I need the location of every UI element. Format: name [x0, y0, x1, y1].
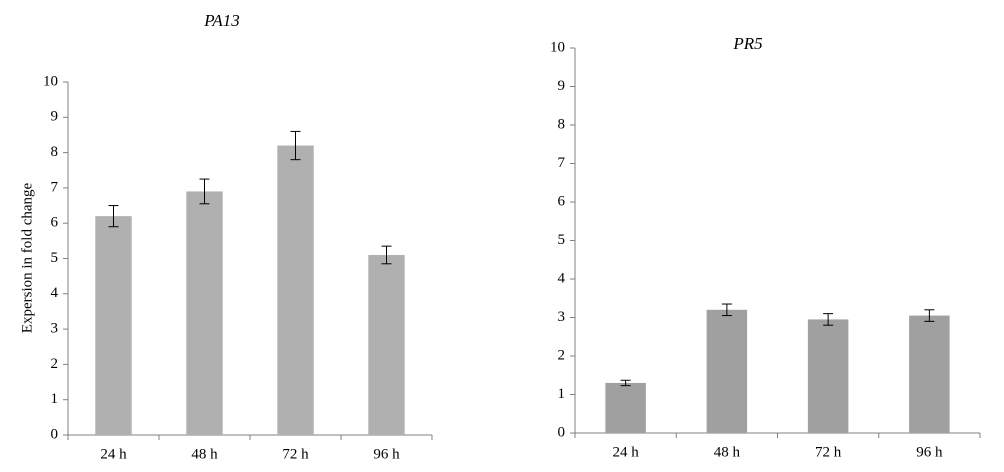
x-tick-label: 96 h: [373, 446, 400, 462]
error-bar: [199, 178, 210, 205]
bar: [186, 191, 223, 435]
error-bar: [721, 303, 732, 317]
x-tick-label: 48 h: [714, 444, 741, 460]
x-tick-label: 72 h: [815, 444, 842, 460]
y-axis-label: Expersion in fold change: [19, 182, 35, 333]
y-tick-label: 0: [51, 426, 59, 442]
y-tick-label: 10: [550, 39, 565, 55]
error-bar: [290, 130, 301, 161]
y-tick-label: 5: [558, 232, 566, 248]
y-tick-label: 6: [558, 193, 566, 209]
bar: [368, 254, 405, 435]
x-tick-label: 96 h: [916, 444, 943, 460]
y-tick-label: 7: [558, 155, 566, 171]
bar: [605, 382, 646, 433]
y-tick-label: 8: [558, 116, 566, 132]
y-tick-label: 2: [558, 347, 566, 363]
y-tick-label: 5: [51, 250, 59, 266]
error-bar: [924, 309, 935, 322]
error-bar: [620, 379, 631, 387]
x-tick-label: 48 h: [191, 446, 218, 462]
y-tick-label: 9: [51, 109, 59, 125]
x-tick-label: 72 h: [282, 446, 309, 462]
y-tick-label: 3: [558, 309, 566, 325]
y-tick-label: 1: [558, 386, 566, 402]
bar: [909, 315, 950, 433]
y-tick-label: 9: [558, 78, 566, 94]
y-tick-label: 2: [51, 356, 59, 372]
x-tick-label: 24 h: [613, 444, 640, 460]
error-bar: [381, 245, 392, 265]
y-tick-label: 8: [51, 144, 59, 160]
y-tick-label: 4: [51, 285, 59, 301]
y-tick-label: 4: [558, 270, 566, 286]
error-bar: [823, 313, 834, 326]
y-tick-label: 1: [51, 391, 59, 407]
y-tick-label: 0: [558, 424, 566, 440]
bar: [807, 319, 849, 433]
bar: [95, 216, 132, 435]
bar: [277, 145, 314, 436]
y-tick-label: 7: [51, 179, 59, 195]
chart-title: PR5: [732, 34, 762, 53]
y-tick-label: 6: [51, 215, 59, 231]
y-tick-label: 3: [51, 321, 59, 337]
error-bar: [108, 205, 119, 228]
bar: [706, 309, 748, 433]
chart-title: PA13: [203, 11, 240, 30]
x-tick-label: 24 h: [100, 446, 127, 462]
y-tick-label: 10: [43, 73, 58, 89]
